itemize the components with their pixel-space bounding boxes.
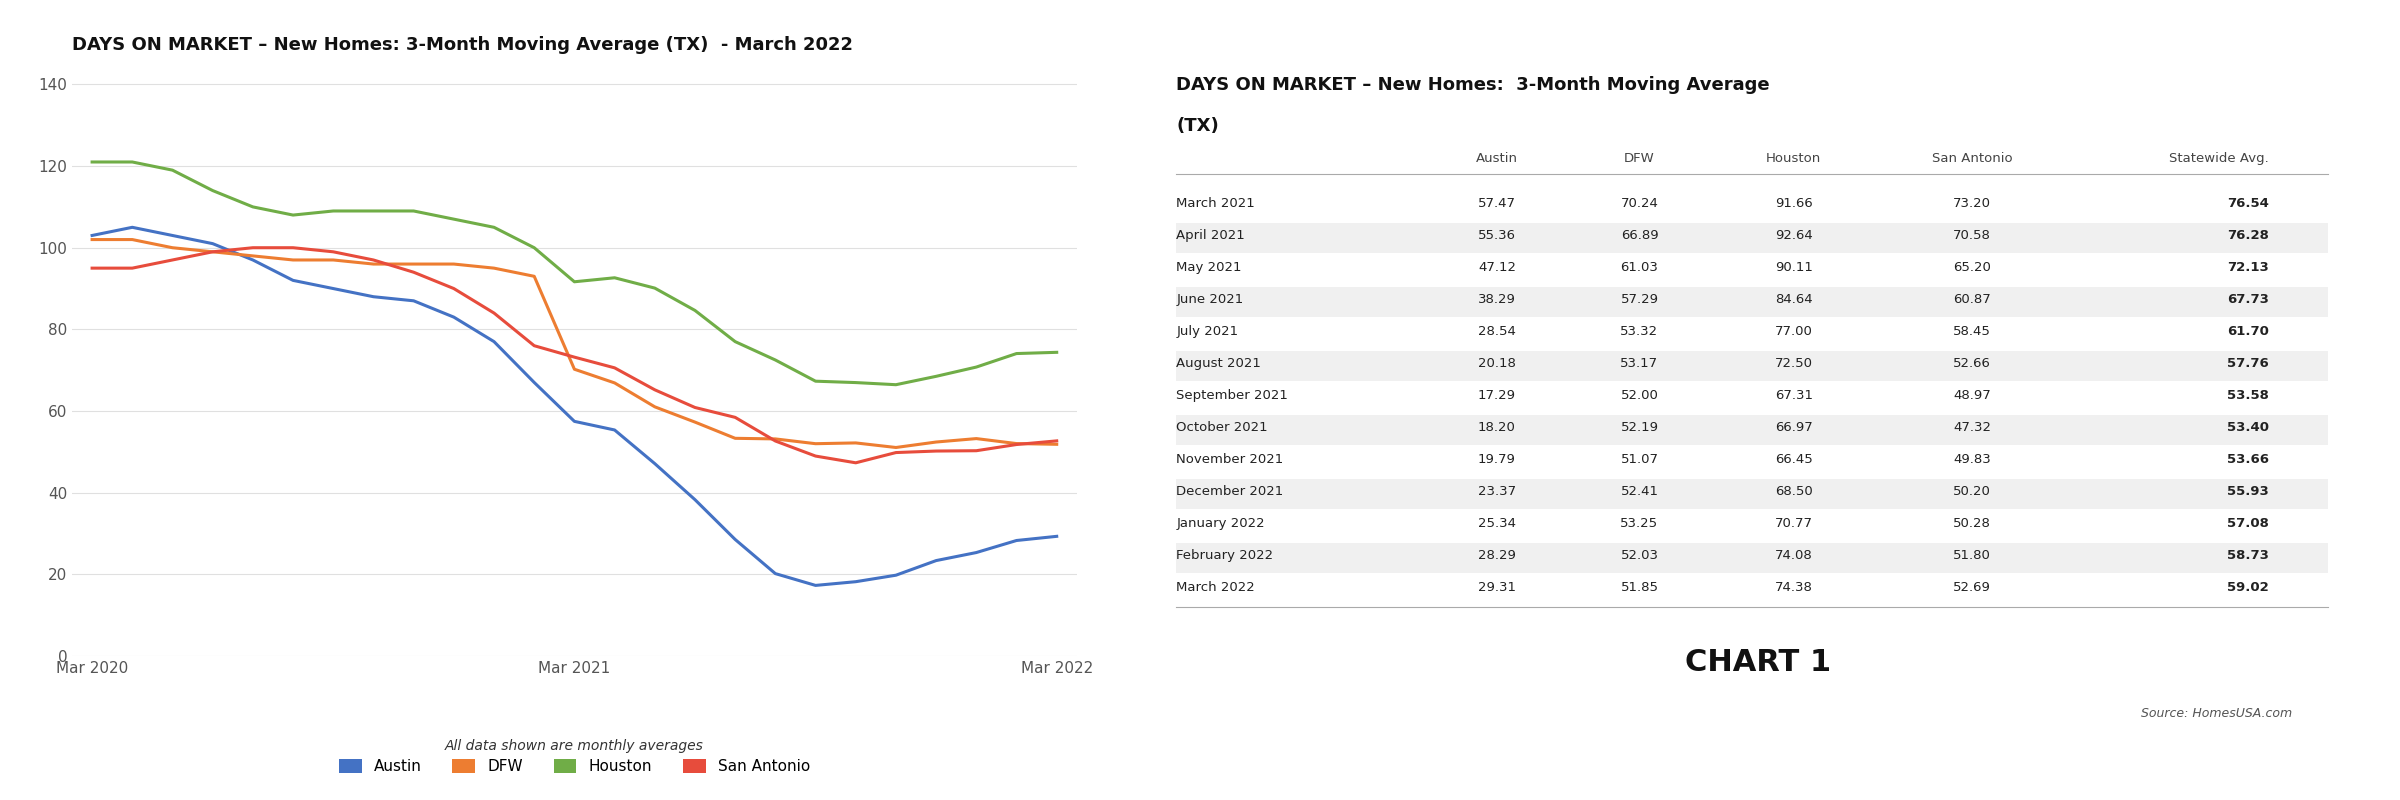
Text: 66.97: 66.97	[1776, 421, 1812, 434]
Text: 57.08: 57.08	[2227, 517, 2268, 530]
Text: 60.87: 60.87	[1954, 294, 1992, 306]
Text: 52.41: 52.41	[1620, 485, 1658, 498]
Text: San Antonio: San Antonio	[1932, 152, 2011, 165]
Text: 65.20: 65.20	[1954, 262, 1992, 274]
Text: 38.29: 38.29	[1478, 294, 1517, 306]
FancyBboxPatch shape	[1176, 223, 2328, 254]
Text: 72.50: 72.50	[1776, 357, 1812, 370]
Text: 52.66: 52.66	[1954, 357, 1992, 370]
Text: March 2021: March 2021	[1176, 198, 1255, 210]
Text: 57.29: 57.29	[1620, 294, 1658, 306]
Text: 70.24: 70.24	[1620, 198, 1658, 210]
Text: February 2022: February 2022	[1176, 549, 1274, 562]
Text: All data shown are monthly averages: All data shown are monthly averages	[444, 739, 703, 753]
Text: 51.07: 51.07	[1620, 453, 1658, 466]
Text: January 2022: January 2022	[1176, 517, 1265, 530]
Text: 74.38: 74.38	[1776, 581, 1812, 594]
Text: 50.20: 50.20	[1954, 485, 1992, 498]
Text: 53.17: 53.17	[1620, 357, 1658, 370]
Text: 59.02: 59.02	[2227, 581, 2268, 594]
Text: 57.47: 57.47	[1478, 198, 1517, 210]
Text: 53.40: 53.40	[2227, 421, 2268, 434]
Text: 19.79: 19.79	[1478, 453, 1517, 466]
Text: 20.18: 20.18	[1478, 357, 1517, 370]
Text: 76.28: 76.28	[2227, 230, 2268, 242]
Text: DFW: DFW	[1625, 152, 1656, 165]
Text: Austin: Austin	[1476, 152, 1517, 165]
Text: 76.54: 76.54	[2227, 198, 2268, 210]
Text: 25.34: 25.34	[1478, 517, 1517, 530]
Text: 28.29: 28.29	[1478, 549, 1517, 562]
Text: 53.25: 53.25	[1620, 517, 1658, 530]
Text: 61.70: 61.70	[2227, 326, 2268, 338]
Text: 52.00: 52.00	[1620, 389, 1658, 402]
Text: April 2021: April 2021	[1176, 230, 1246, 242]
Text: June 2021: June 2021	[1176, 294, 1243, 306]
Text: (TX): (TX)	[1176, 118, 1219, 135]
FancyBboxPatch shape	[1176, 351, 2328, 382]
Text: 47.12: 47.12	[1478, 262, 1517, 274]
Text: 90.11: 90.11	[1776, 262, 1812, 274]
Text: September 2021: September 2021	[1176, 389, 1289, 402]
Text: 57.76: 57.76	[2227, 357, 2268, 370]
Text: 53.58: 53.58	[2227, 389, 2268, 402]
Text: Statewide Avg.: Statewide Avg.	[2170, 152, 2268, 165]
Text: 92.64: 92.64	[1776, 230, 1812, 242]
Text: 29.31: 29.31	[1478, 581, 1517, 594]
FancyBboxPatch shape	[1176, 415, 2328, 445]
Text: May 2021: May 2021	[1176, 262, 1241, 274]
Text: 52.19: 52.19	[1620, 421, 1658, 434]
Text: 47.32: 47.32	[1954, 421, 1992, 434]
Text: 66.45: 66.45	[1776, 453, 1812, 466]
Text: 72.13: 72.13	[2227, 262, 2268, 274]
Text: 68.50: 68.50	[1776, 485, 1812, 498]
Text: 48.97: 48.97	[1954, 389, 1992, 402]
Text: August 2021: August 2021	[1176, 357, 1262, 370]
Text: 67.31: 67.31	[1776, 389, 1812, 402]
Text: 53.32: 53.32	[1620, 326, 1658, 338]
Text: 70.77: 70.77	[1776, 517, 1812, 530]
Text: 70.58: 70.58	[1954, 230, 1992, 242]
Text: 55.36: 55.36	[1478, 230, 1517, 242]
Text: 52.03: 52.03	[1620, 549, 1658, 562]
Text: October 2021: October 2021	[1176, 421, 1267, 434]
Text: 53.66: 53.66	[2227, 453, 2268, 466]
Text: 74.08: 74.08	[1776, 549, 1812, 562]
Text: 91.66: 91.66	[1776, 198, 1812, 210]
Text: July 2021: July 2021	[1176, 326, 1238, 338]
Text: 50.28: 50.28	[1954, 517, 1992, 530]
Text: 51.80: 51.80	[1954, 549, 1992, 562]
Text: CHART 1: CHART 1	[1685, 648, 1831, 677]
Text: 58.73: 58.73	[2227, 549, 2268, 562]
Text: 55.93: 55.93	[2227, 485, 2268, 498]
Text: 58.45: 58.45	[1954, 326, 1992, 338]
Text: 51.85: 51.85	[1620, 581, 1658, 594]
Text: 73.20: 73.20	[1954, 198, 1992, 210]
Text: 18.20: 18.20	[1478, 421, 1517, 434]
Text: 66.89: 66.89	[1620, 230, 1658, 242]
Text: 49.83: 49.83	[1954, 453, 1992, 466]
Text: DAYS ON MARKET – New Homes: 3-Month Moving Average (TX)  - March 2022: DAYS ON MARKET – New Homes: 3-Month Movi…	[72, 36, 852, 54]
Text: 67.73: 67.73	[2227, 294, 2268, 306]
Text: 23.37: 23.37	[1478, 485, 1517, 498]
Text: 28.54: 28.54	[1478, 326, 1517, 338]
Text: 61.03: 61.03	[1620, 262, 1658, 274]
Text: 77.00: 77.00	[1776, 326, 1812, 338]
FancyBboxPatch shape	[1176, 542, 2328, 573]
FancyBboxPatch shape	[1176, 287, 2328, 318]
Text: 52.69: 52.69	[1954, 581, 1992, 594]
Text: 84.64: 84.64	[1776, 294, 1812, 306]
Text: December 2021: December 2021	[1176, 485, 1284, 498]
Legend: Austin, DFW, Houston, San Antonio: Austin, DFW, Houston, San Antonio	[334, 754, 814, 778]
Text: November 2021: November 2021	[1176, 453, 1284, 466]
Text: Houston: Houston	[1766, 152, 1822, 165]
Text: 17.29: 17.29	[1478, 389, 1517, 402]
Text: March 2022: March 2022	[1176, 581, 1255, 594]
Text: Source: HomesUSA.com: Source: HomesUSA.com	[2141, 707, 2292, 720]
Text: DAYS ON MARKET – New Homes:  3-Month Moving Average: DAYS ON MARKET – New Homes: 3-Month Movi…	[1176, 76, 1769, 94]
FancyBboxPatch shape	[1176, 478, 2328, 509]
